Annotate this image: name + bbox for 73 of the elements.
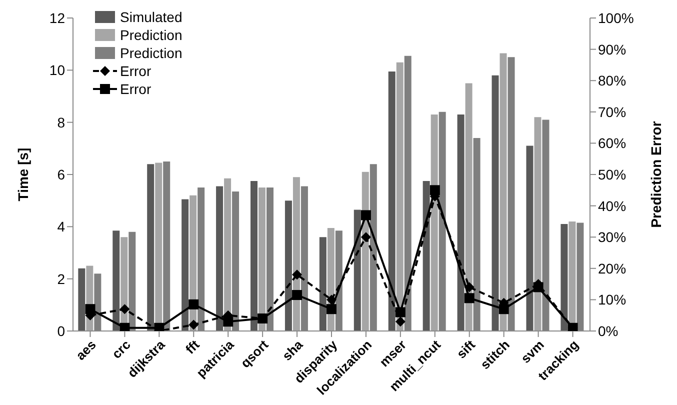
x-tick-label: crc: [108, 337, 134, 362]
point: [188, 320, 199, 330]
bar: [182, 199, 189, 331]
point: [258, 313, 268, 324]
bar: [500, 53, 507, 331]
y2-tick-label: 40%: [598, 198, 626, 214]
bar: [396, 62, 404, 331]
y2-tick-label: 30%: [598, 229, 626, 246]
point: [326, 294, 336, 305]
point: [120, 304, 130, 314]
point: [360, 232, 371, 242]
bar: [560, 224, 568, 331]
point: [292, 270, 302, 280]
y2-axis-title: Prediction Error: [648, 120, 664, 228]
y-tick-label: 10: [49, 62, 66, 78]
point: [464, 293, 474, 304]
point: [464, 282, 474, 292]
bar: [388, 71, 396, 331]
bar: [457, 114, 464, 331]
bar: [250, 181, 258, 331]
x-tick-label: aes: [72, 337, 99, 363]
bar: [224, 178, 232, 331]
bar: [284, 200, 292, 331]
point: [188, 299, 199, 310]
point: [326, 304, 336, 314]
y2-tick-label: 90%: [598, 41, 626, 58]
y-tick-label: 2: [57, 270, 66, 287]
legend-label: Simulated: [120, 9, 182, 25]
y2-tick-label: 70%: [598, 104, 626, 120]
bar: [526, 146, 534, 331]
legend-label: Error: [120, 81, 152, 97]
y2-tick-label: 50%: [598, 166, 626, 182]
x-tick-label: sift: [454, 336, 478, 362]
bar: [354, 210, 361, 331]
y2-tick-label: 20%: [598, 260, 626, 276]
point: [395, 316, 406, 327]
y-axis-title: Time [s]: [14, 148, 31, 202]
y-tick-label: 8: [57, 114, 66, 130]
point: [568, 322, 578, 331]
point: [360, 210, 371, 220]
bar: [147, 164, 154, 331]
x-tick-label: fft: [182, 336, 203, 357]
point: [120, 322, 130, 331]
point: [395, 307, 406, 318]
bar: [78, 268, 86, 331]
bar: [258, 188, 266, 331]
bar: [216, 186, 224, 331]
bar: [430, 114, 438, 331]
bar: [422, 181, 430, 331]
y2-tick-label: 60%: [598, 135, 626, 152]
y-tick-label: 12: [49, 10, 66, 26]
y2-tick-label: 10%: [598, 292, 626, 308]
point: [430, 185, 440, 196]
point: [292, 290, 302, 300]
y-tick-label: 6: [57, 166, 66, 182]
point: [154, 322, 164, 331]
point: [533, 282, 544, 292]
bar: [492, 75, 499, 331]
y-tick-label: 0: [57, 322, 66, 339]
bar: [319, 237, 326, 331]
y2-tick-label: 80%: [598, 72, 626, 89]
y-tick-label: 4: [57, 218, 66, 235]
bar: [465, 83, 472, 331]
point: [223, 316, 234, 327]
legend-label: Error: [120, 63, 152, 79]
bar: [534, 117, 542, 331]
y2-tick-label: 100%: [598, 10, 634, 26]
legend-label: Prediction: [120, 45, 182, 61]
y2-tick-label: 0%: [598, 322, 618, 339]
point: [85, 304, 96, 314]
legend-label: Prediction: [120, 27, 182, 43]
point: [498, 304, 509, 314]
bar: [112, 230, 120, 331]
